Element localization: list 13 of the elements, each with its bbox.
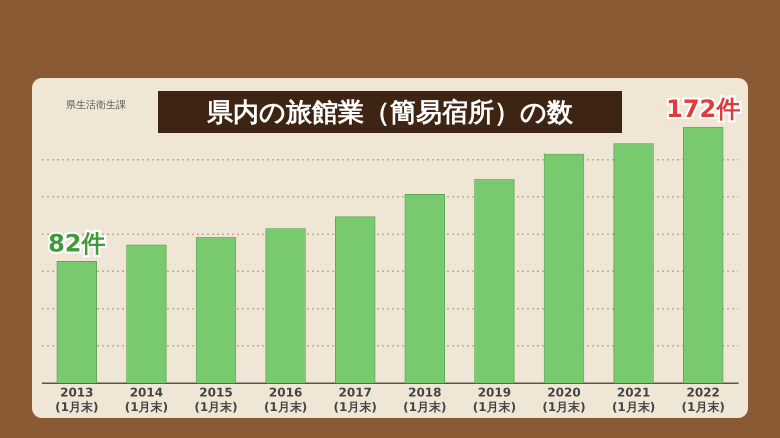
x-tick-label: 2013 (1月末) xyxy=(55,386,98,414)
data-label: 82件 xyxy=(48,229,106,258)
x-tick-label: 2014 (1月末) xyxy=(124,386,168,414)
x-tick-label: 2016 (1月末) xyxy=(264,386,308,414)
x-tick-label: 2021 (1月末) xyxy=(612,386,656,414)
x-tick-label: 2019 (1月末) xyxy=(472,386,516,414)
x-tick-label: 2022 (1月末) xyxy=(682,386,725,414)
text: 県生活衛生課 xyxy=(66,98,126,112)
x-tick-label: 2020 (1月末) xyxy=(542,386,586,414)
x-tick-label: 2015 (1月末) xyxy=(194,386,238,414)
x-tick-label: 2017 (1月末) xyxy=(334,386,377,414)
data-label: 172件 xyxy=(666,95,740,124)
x-tick-label: 2018 (1月末) xyxy=(403,386,446,414)
